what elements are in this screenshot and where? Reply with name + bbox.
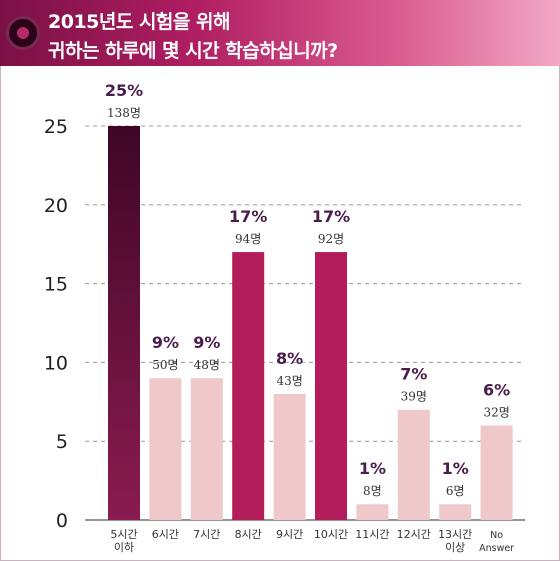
- x-tick-label: 7시간: [193, 528, 220, 541]
- percent-label: 6%: [483, 380, 510, 399]
- x-tick-label: 11시간: [355, 528, 389, 541]
- x-tick-label: 6시간: [152, 528, 179, 541]
- count-label: 43명: [276, 374, 302, 388]
- count-label: 6명: [446, 484, 465, 498]
- y-tick-label: 0: [56, 510, 68, 532]
- x-tick-label: 13시간: [438, 528, 472, 541]
- count-label: 32명: [483, 405, 509, 419]
- percent-label: 25%: [105, 81, 143, 100]
- bar: [190, 378, 223, 520]
- x-tick-label: 9시간: [276, 528, 303, 541]
- bar: [273, 393, 306, 520]
- count-label: 39명: [401, 390, 427, 404]
- x-tick-label: 10시간: [314, 528, 348, 541]
- y-tick-label: 15: [44, 274, 68, 296]
- bar: [232, 252, 265, 520]
- percent-label: 8%: [276, 349, 303, 368]
- count-label: 48명: [194, 358, 220, 372]
- x-tick-label: 8시간: [235, 528, 262, 541]
- bar: [149, 378, 182, 520]
- bar: [439, 504, 472, 520]
- bar: [315, 252, 347, 520]
- percent-label: 17%: [312, 207, 350, 226]
- count-label: 8명: [363, 484, 382, 498]
- x-tick-label: 12시간: [397, 528, 431, 541]
- count-label: 138명: [107, 106, 141, 120]
- y-tick-label: 10: [44, 352, 68, 374]
- percent-label: 1%: [442, 459, 469, 478]
- percent-label: 9%: [193, 333, 220, 352]
- chart-title-line-2: 귀하는 하루에 몇 시간 학습하십니까?: [48, 40, 338, 62]
- x-tick-label: 5시간: [110, 528, 137, 541]
- y-tick-label: 5: [56, 431, 68, 453]
- percent-label: 17%: [229, 207, 267, 226]
- y-tick-label: 20: [44, 195, 68, 217]
- count-label: 92명: [318, 232, 344, 246]
- count-label: 94명: [235, 232, 261, 246]
- x-tick-label: Answer: [479, 543, 514, 554]
- bar: [480, 425, 513, 520]
- circle-logo-icon: [6, 16, 40, 50]
- count-label: 50명: [152, 358, 178, 372]
- bar: [108, 126, 140, 520]
- x-tick-label: No: [490, 530, 503, 541]
- x-tick-label: 이하: [114, 540, 134, 554]
- bar: [356, 504, 389, 520]
- x-tick-label: 이상: [445, 541, 465, 554]
- percent-label: 1%: [359, 459, 386, 478]
- percent-label: 9%: [152, 333, 179, 352]
- percent-label: 7%: [400, 365, 427, 384]
- title-banner: 2015년도 시험을 위해 귀하는 하루에 몇 시간 학습하십니까?: [0, 0, 560, 66]
- y-tick-label: 25: [44, 116, 68, 138]
- bar: [397, 409, 430, 520]
- chart-title-line-1: 2015년도 시험을 위해: [48, 11, 230, 33]
